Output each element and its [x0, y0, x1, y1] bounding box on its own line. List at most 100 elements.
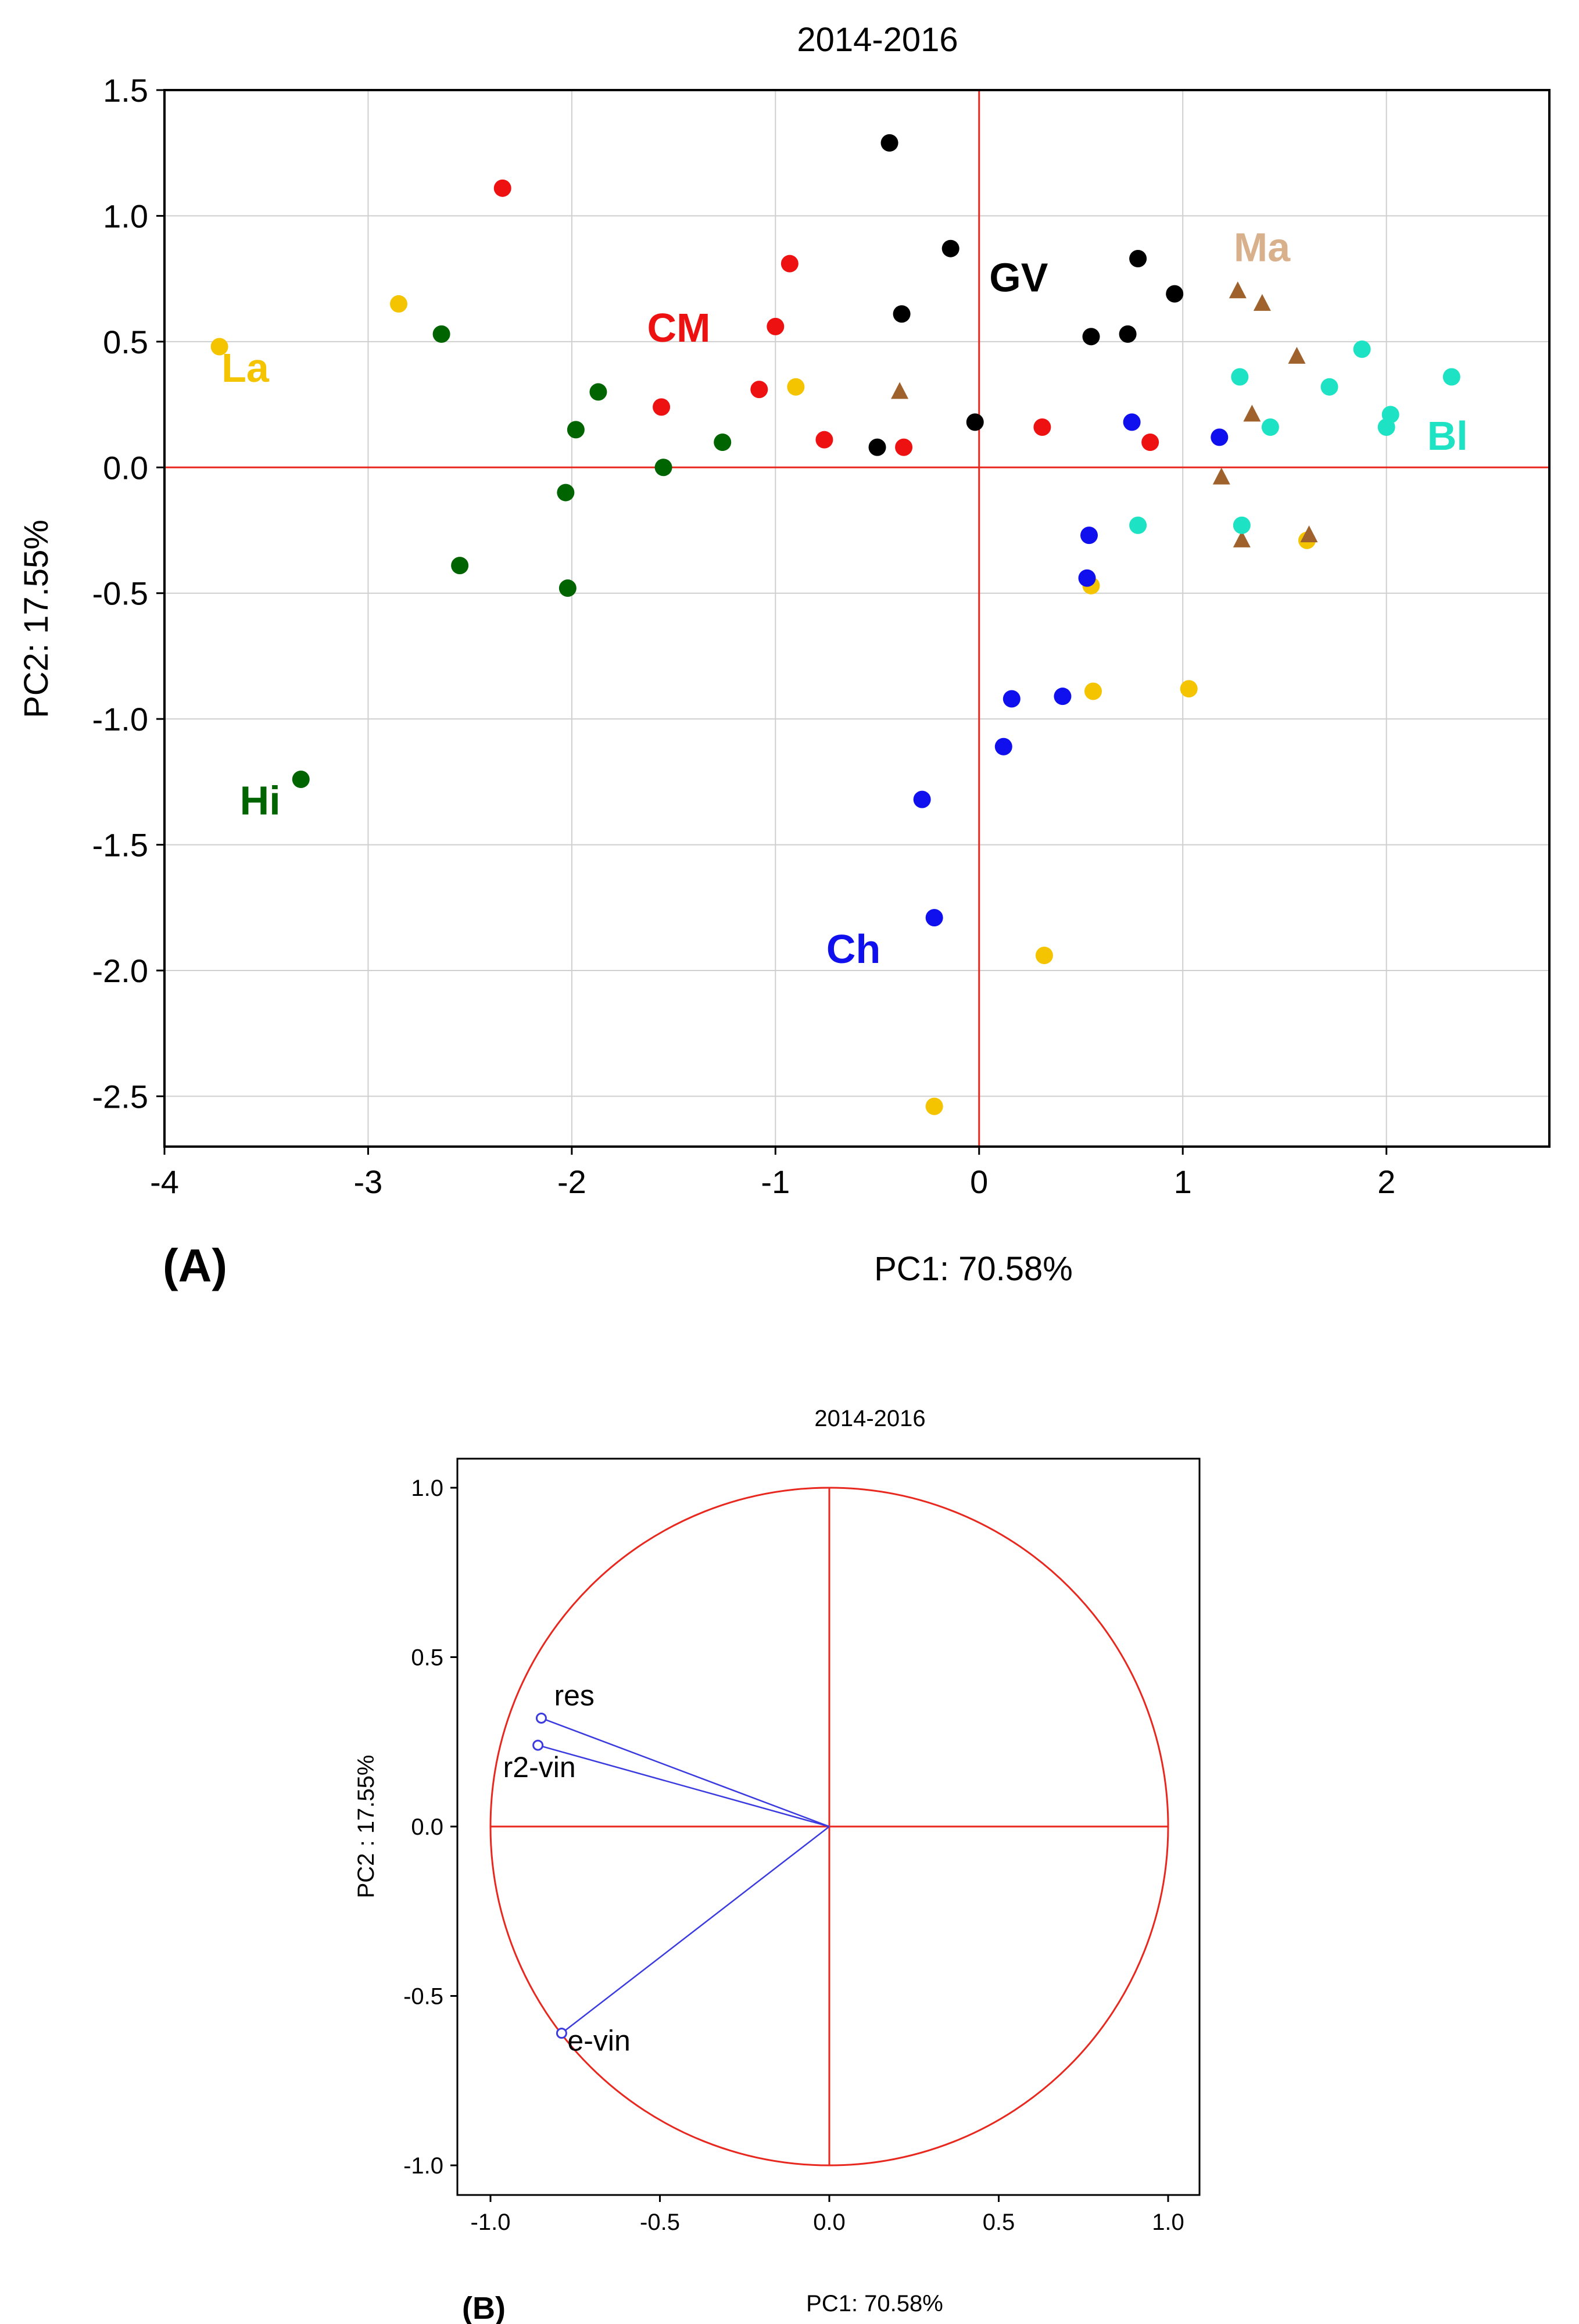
data-point-ch	[913, 790, 931, 808]
group-label-hi: Hi	[240, 778, 281, 823]
data-point-bl	[1442, 368, 1460, 386]
panel-b-y-axis-ticks: 1.0 0.5 0.0 -0.5 -1.0	[403, 1476, 457, 2179]
x-tick-label: -1.0	[471, 2210, 511, 2235]
data-point-hi	[567, 421, 585, 439]
data-point-gv	[880, 134, 898, 152]
data-point-cm	[1141, 434, 1159, 451]
x-tick-label: -2	[557, 1163, 586, 1200]
group-label-cm: CM	[647, 305, 711, 350]
data-point-cm	[653, 398, 671, 416]
panel-b-correlation-circle: 2014-2016 -1.0 -0.5 0.0 0.5 1.0 1.0 0.5 0.0 -0.…	[353, 1406, 1201, 2324]
panel-a-x-axis-ticks: -4 -3 -2 -1 0 1 2	[150, 1147, 1395, 1200]
panel-b-title: 2014-2016	[814, 1406, 925, 1431]
data-point-bl	[1231, 368, 1249, 386]
data-point-cm	[767, 317, 785, 335]
group-label-la: La	[221, 345, 270, 391]
loading-point-e-vin	[556, 2028, 567, 2039]
data-point-hi	[451, 557, 469, 575]
data-point-bl	[1129, 516, 1147, 534]
y-tick-label: 1.0	[103, 198, 148, 234]
panel-b-y-axis-label: PC2 : 17.55%	[353, 1755, 379, 1899]
panel-a-reference-lines	[164, 90, 1549, 1147]
data-point-gv	[941, 239, 959, 257]
panel-a-data-points	[210, 134, 1460, 1115]
data-point-la	[925, 1097, 943, 1115]
data-point-gv	[1119, 325, 1137, 343]
data-point-hi	[654, 459, 672, 477]
y-tick-label: 0.0	[411, 1814, 443, 1840]
y-tick-label: 1.0	[411, 1476, 443, 1501]
y-tick-label: 0.0	[103, 449, 148, 486]
data-point-gv	[868, 438, 886, 456]
data-point-cm	[815, 431, 833, 449]
y-tick-label: -1.0	[403, 2153, 443, 2179]
data-point-bl	[1353, 340, 1371, 358]
y-tick-label: 1.5	[103, 72, 148, 109]
data-point-la	[1084, 682, 1102, 700]
panel-a-label: (A)	[163, 1240, 227, 1291]
data-point-hi	[558, 579, 577, 597]
data-point-cm	[493, 179, 511, 197]
panel-a-y-axis-label: PC2: 17.55%	[17, 520, 55, 718]
data-point-la	[390, 295, 408, 313]
data-point-la	[210, 338, 228, 356]
panel-a-x-axis-label: PC1: 70.58%	[874, 1250, 1073, 1288]
x-tick-label: 1.0	[1152, 2210, 1184, 2235]
y-tick-label: -2.5	[92, 1078, 149, 1115]
data-point-ch	[1002, 690, 1021, 708]
loading-label-e-vin: e-vin	[567, 2025, 630, 2057]
data-point-cm	[1033, 418, 1051, 436]
x-tick-label: -4	[150, 1163, 179, 1200]
panel-b-x-axis-label: PC1: 70.58%	[806, 2291, 943, 2316]
panel-b-loading-vectors: res r2-vin e-vin	[503, 1679, 830, 2057]
data-point-hi	[589, 383, 607, 401]
data-point-gv	[1129, 250, 1147, 268]
y-tick-label: -1.5	[92, 827, 149, 864]
data-point-ch	[1123, 413, 1141, 431]
y-tick-label: -0.5	[92, 575, 149, 612]
data-point-gv	[1166, 285, 1184, 303]
data-point-bl	[1233, 516, 1251, 534]
data-point-hi	[557, 484, 575, 502]
x-tick-label: -3	[354, 1163, 383, 1200]
loading-vector-res	[541, 1717, 830, 1828]
data-point-la	[1035, 947, 1053, 965]
x-tick-label: 0	[970, 1163, 988, 1200]
loading-vector-e-vin	[561, 1826, 830, 2034]
data-point-hi	[292, 771, 310, 789]
group-label-bl: Bl	[1427, 413, 1468, 459]
data-point-ch	[1078, 569, 1096, 587]
data-point-ch	[925, 909, 943, 927]
loading-label-res: res	[554, 1679, 594, 1711]
data-point-ma	[1229, 281, 1247, 299]
y-tick-label: -1.0	[92, 701, 149, 737]
panel-a-grid	[164, 89, 1549, 1147]
data-point-hi	[432, 325, 450, 343]
data-point-ch	[1080, 527, 1098, 545]
panel-a-plot-frame	[163, 89, 1551, 1148]
data-point-ma	[1233, 530, 1251, 547]
loading-vector-r2-vin	[538, 1744, 830, 1828]
y-tick-label: -0.5	[403, 1984, 443, 2010]
data-point-cm	[895, 438, 913, 456]
group-label-ma: Ma	[1234, 224, 1291, 270]
group-label-ch: Ch	[826, 926, 880, 972]
panel-a-scatter: 2014-2016 -4 -3 -2 -1 0 1 2 1.5 1.0 0.5 0.0 -0.5 -1…	[17, 21, 1551, 1291]
data-point-gv	[966, 413, 984, 431]
data-point-ma	[1300, 525, 1318, 543]
data-point-ch	[994, 737, 1012, 755]
data-point-cm	[750, 381, 768, 399]
panel-b-label: (B)	[462, 2291, 506, 2324]
group-label-gv: GV	[989, 255, 1048, 300]
data-point-ma	[1243, 404, 1261, 422]
data-point-ma	[1212, 467, 1230, 485]
data-point-cm	[780, 255, 799, 273]
x-tick-label: 0.0	[813, 2210, 846, 2235]
data-point-bl	[1261, 418, 1279, 436]
panel-a-title: 2014-2016	[797, 21, 958, 59]
data-point-ma	[1253, 293, 1271, 311]
data-point-la	[1180, 680, 1198, 698]
y-tick-label: 0.5	[103, 324, 148, 360]
data-point-ch	[1211, 428, 1229, 446]
